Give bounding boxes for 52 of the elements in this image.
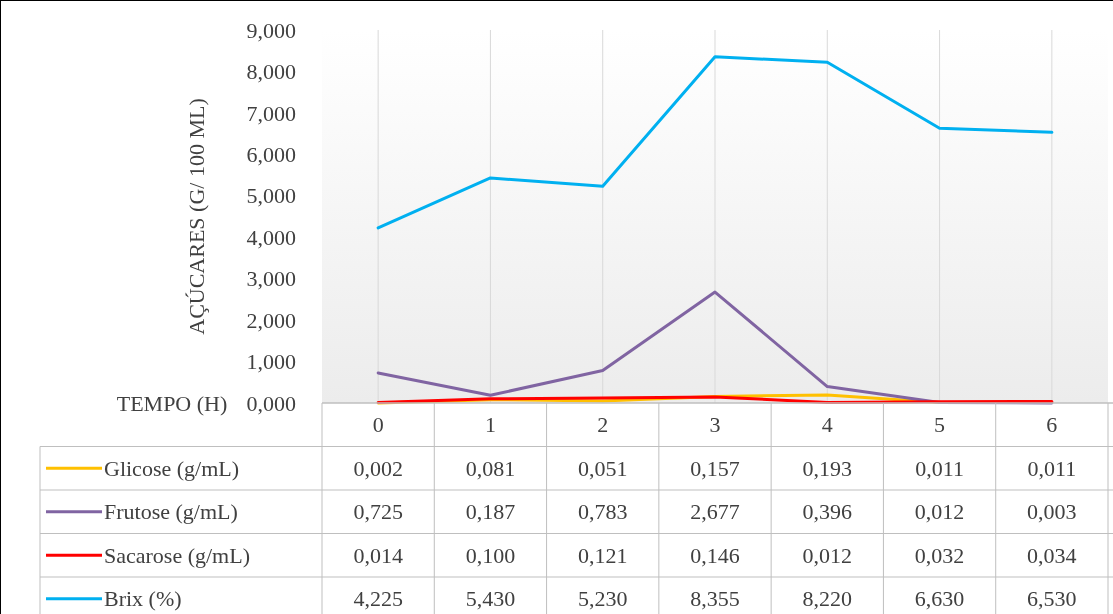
data-label: 0,725	[353, 499, 403, 525]
data-label: 0,011	[1027, 455, 1077, 481]
y-tick-label: 3,000	[246, 266, 296, 292]
y-tick-label: 7,000	[246, 100, 296, 126]
data-label: 0,014	[353, 542, 403, 568]
y-tick-label: 1,000	[246, 349, 296, 375]
data-label: 6,530	[1027, 586, 1077, 612]
x-tick-label: 4	[821, 412, 833, 438]
y-tick-label: 9,000	[246, 17, 296, 43]
y-tick-label: 0,000	[246, 390, 296, 416]
data-label: 0,783	[577, 499, 628, 525]
data-label: 0,193	[802, 455, 853, 481]
data-label: 0,121	[577, 542, 628, 568]
y-axis-title: AÇÚCARES (G/ 100 ML)	[183, 98, 209, 335]
data-label: 0,012	[914, 499, 965, 525]
data-label: 5,230	[577, 586, 628, 612]
data-label: 0,051	[577, 455, 628, 481]
data-label: 8,220	[802, 586, 853, 612]
x-axis-title: TEMPO (H)	[116, 390, 228, 416]
x-tick-label: 1	[484, 412, 496, 438]
data-label: 0,100	[465, 542, 516, 568]
data-label: 0,034	[1027, 542, 1077, 568]
data-label: 0,146	[690, 542, 740, 568]
line-series	[376, 55, 1054, 230]
data-label: 0,396	[802, 499, 853, 525]
data-label: 0,032	[914, 542, 965, 568]
data-label: 0,012	[802, 542, 853, 568]
x-tick-label: 2	[597, 412, 609, 438]
x-tick-label: 5	[934, 412, 946, 438]
legend-label: Glicose (g/mL)	[104, 455, 240, 481]
legend-label: Frutose (g/mL)	[104, 499, 238, 525]
legend-label: Sacarose (g/mL)	[104, 542, 250, 568]
data-label: 5,430	[465, 586, 516, 612]
data-label: 6,630	[914, 586, 965, 612]
data-label: 2,677	[690, 499, 740, 525]
data-label: 0,187	[465, 499, 516, 525]
y-tick-label: 8,000	[246, 59, 296, 85]
data-label: 8,355	[690, 586, 740, 612]
data-label: 4,225	[353, 586, 403, 612]
x-tick-label: 0	[372, 412, 384, 438]
data-label: 0,003	[1027, 499, 1077, 525]
y-tick-label: 6,000	[246, 142, 296, 168]
x-tick-label: 3	[709, 412, 721, 438]
data-label: 0,011	[915, 455, 964, 481]
y-tick-label: 4,000	[246, 224, 296, 250]
legend-label: Brix (%)	[104, 586, 182, 612]
x-tick-label: 6	[1046, 412, 1058, 438]
data-label: 0,157	[690, 455, 740, 481]
data-label: 0,081	[465, 455, 516, 481]
y-tick-label: 5,000	[246, 183, 296, 209]
data-label: 0,002	[353, 455, 403, 481]
y-tick-label: 2,000	[246, 307, 296, 333]
